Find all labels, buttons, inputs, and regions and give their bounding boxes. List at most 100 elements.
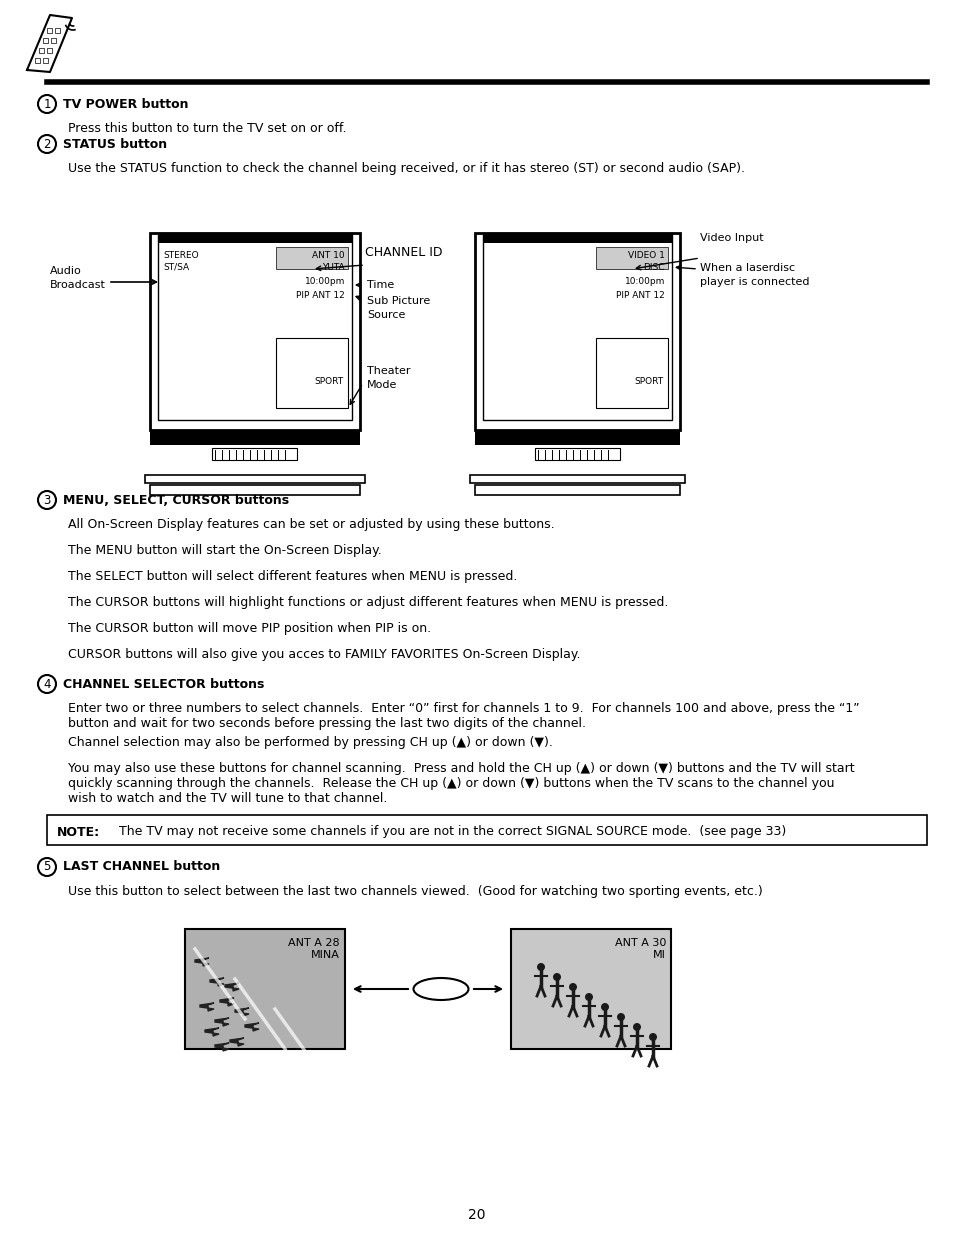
Text: STATUS button: STATUS button xyxy=(63,137,167,151)
Text: Time: Time xyxy=(367,280,394,290)
Circle shape xyxy=(617,1013,624,1021)
Polygon shape xyxy=(234,1008,249,1016)
Polygon shape xyxy=(210,978,224,986)
Text: Channel selection may also be performed by pressing CH up (▲) or down (▼).: Channel selection may also be performed … xyxy=(68,736,553,748)
Circle shape xyxy=(38,858,56,876)
Bar xyxy=(475,233,679,430)
Text: CHANNEL ID: CHANNEL ID xyxy=(365,247,442,259)
Text: 5: 5 xyxy=(43,861,51,873)
Bar xyxy=(185,929,345,1049)
Circle shape xyxy=(537,963,544,971)
Text: ANT A 28: ANT A 28 xyxy=(288,939,339,948)
Bar xyxy=(596,338,667,408)
Circle shape xyxy=(38,492,56,509)
Polygon shape xyxy=(225,983,239,990)
Text: Use the STATUS function to check the channel being received, or if it has stereo: Use the STATUS function to check the cha… xyxy=(68,162,744,175)
Text: 4: 4 xyxy=(43,678,51,690)
Text: 10:00pm: 10:00pm xyxy=(304,277,345,285)
Circle shape xyxy=(38,676,56,693)
Bar xyxy=(158,233,352,420)
Bar xyxy=(475,485,679,495)
Text: ANT 10: ANT 10 xyxy=(312,251,345,259)
Text: You may also use these buttons for channel scanning.  Press and hold the CH up (: You may also use these buttons for chann… xyxy=(68,762,854,805)
Text: ST/SA: ST/SA xyxy=(163,263,189,272)
Text: The TV may not receive some channels if you are not in the correct SIGNAL SOURCE: The TV may not receive some channels if … xyxy=(119,825,785,839)
Bar xyxy=(55,28,60,33)
Bar xyxy=(47,815,926,845)
Text: Sub Picture
Source: Sub Picture Source xyxy=(367,296,430,320)
Text: STEREO: STEREO xyxy=(163,251,198,259)
Text: NOTE:: NOTE: xyxy=(57,825,100,839)
Circle shape xyxy=(633,1023,640,1031)
Circle shape xyxy=(648,1032,657,1041)
Circle shape xyxy=(553,973,560,981)
Text: MENU, SELECT, CURSOR buttons: MENU, SELECT, CURSOR buttons xyxy=(63,494,289,506)
Bar xyxy=(475,233,679,241)
Text: All On-Screen Display features can be set or adjusted by using these buttons.: All On-Screen Display features can be se… xyxy=(68,517,554,531)
Circle shape xyxy=(568,983,577,990)
Bar xyxy=(47,48,52,53)
Polygon shape xyxy=(214,1018,229,1026)
Polygon shape xyxy=(200,1003,213,1011)
Polygon shape xyxy=(220,998,233,1007)
Text: Use this button to select between the last two channels viewed.  (Good for watch: Use this button to select between the la… xyxy=(68,885,762,898)
Text: The CURSOR buttons will highlight functions or adjust different features when ME: The CURSOR buttons will highlight functi… xyxy=(68,597,668,609)
Text: Press this button to turn the TV set on or off.: Press this button to turn the TV set on … xyxy=(68,122,346,135)
Text: Audio
Broadcast: Audio Broadcast xyxy=(50,266,106,290)
Circle shape xyxy=(38,135,56,153)
Bar xyxy=(51,38,56,43)
Bar xyxy=(150,485,359,495)
Text: MINA: MINA xyxy=(311,950,339,960)
Bar xyxy=(47,28,52,33)
Text: SPORT: SPORT xyxy=(634,377,663,385)
Text: Theater
Mode: Theater Mode xyxy=(367,366,410,390)
Bar xyxy=(158,233,352,243)
Text: VIDEO 1: VIDEO 1 xyxy=(627,251,664,259)
Bar xyxy=(43,38,48,43)
Bar xyxy=(35,58,40,63)
Bar xyxy=(43,58,48,63)
Text: CHANNEL SELECTOR buttons: CHANNEL SELECTOR buttons xyxy=(63,678,264,690)
Circle shape xyxy=(584,993,593,1002)
Text: 20: 20 xyxy=(468,1208,485,1221)
Bar xyxy=(150,430,359,445)
Polygon shape xyxy=(205,1028,219,1036)
Text: The CURSOR button will move PIP position when PIP is on.: The CURSOR button will move PIP position… xyxy=(68,622,431,635)
Polygon shape xyxy=(230,1037,244,1046)
Circle shape xyxy=(38,95,56,112)
Text: YUTA: YUTA xyxy=(322,263,345,272)
Text: LAST CHANNEL button: LAST CHANNEL button xyxy=(63,861,220,873)
Text: The MENU button will start the On-Screen Display.: The MENU button will start the On-Screen… xyxy=(68,543,381,557)
Bar xyxy=(535,448,619,459)
Bar xyxy=(275,247,348,269)
Bar xyxy=(145,475,365,483)
Text: ANT A 30: ANT A 30 xyxy=(614,939,665,948)
Text: 3: 3 xyxy=(43,494,51,506)
Bar xyxy=(470,475,684,483)
Text: 10:00pm: 10:00pm xyxy=(624,277,664,285)
Bar xyxy=(482,233,671,243)
Bar xyxy=(39,48,44,53)
Text: Video Input: Video Input xyxy=(700,233,762,243)
Bar xyxy=(482,233,671,420)
Bar xyxy=(275,338,348,408)
Text: MI: MI xyxy=(653,950,665,960)
Text: CURSOR buttons will also give you acces to FAMILY FAVORITES On-Screen Display.: CURSOR buttons will also give you acces … xyxy=(68,648,579,661)
Text: TV POWER button: TV POWER button xyxy=(63,98,189,110)
Bar xyxy=(212,448,296,459)
Text: When a laserdisc
player is connected: When a laserdisc player is connected xyxy=(700,263,809,287)
Text: 2: 2 xyxy=(43,137,51,151)
Bar xyxy=(511,929,670,1049)
Polygon shape xyxy=(194,958,209,966)
Bar xyxy=(596,247,667,269)
Text: PIP ANT 12: PIP ANT 12 xyxy=(616,290,664,300)
Circle shape xyxy=(600,1003,608,1011)
Ellipse shape xyxy=(413,978,468,1000)
Text: DISC: DISC xyxy=(643,263,664,272)
Bar xyxy=(150,233,359,430)
Bar xyxy=(475,430,679,445)
Text: Enter two or three numbers to select channels.  Enter “0” first for channels 1 t: Enter two or three numbers to select cha… xyxy=(68,701,859,730)
Text: PIP ANT 12: PIP ANT 12 xyxy=(296,290,345,300)
Bar xyxy=(150,233,359,241)
Text: SPORT: SPORT xyxy=(314,377,344,385)
